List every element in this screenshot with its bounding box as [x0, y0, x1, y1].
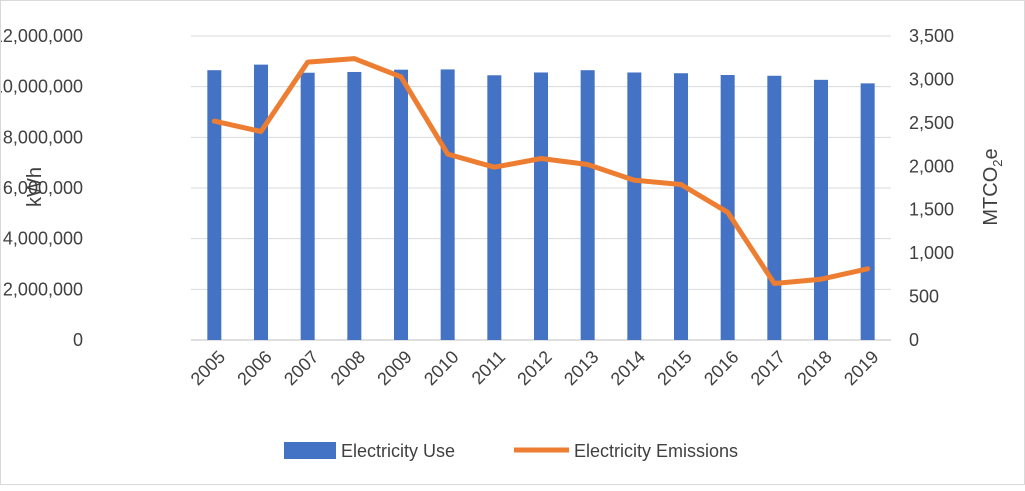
bar-electricity-use — [207, 70, 222, 340]
y-tick-label: 10,000,000 — [1, 77, 83, 97]
x-tick-label: 2014 — [607, 347, 649, 389]
x-tick-label: 2009 — [373, 347, 415, 389]
bar-electricity-use — [767, 75, 782, 341]
y2-axis-title: MTCO2e — [980, 148, 1005, 225]
bar-electricity-use — [860, 83, 875, 340]
bar-electricity-use — [534, 72, 548, 340]
bar-electricity-use — [487, 75, 502, 341]
bar-electricity-use — [347, 71, 362, 341]
x-tick-label: 2011 — [468, 347, 510, 389]
y2-tick-label: 2,000 — [909, 156, 954, 176]
x-tick-label: 2006 — [233, 347, 275, 389]
x-tick-label: 2010 — [420, 347, 462, 389]
x-tick-label: 2005 — [187, 347, 229, 389]
y2-tick-labels: 0 500 1,000 1,500 2,000 2,500 3,000 3,500 — [909, 26, 954, 350]
bar-electricity-use — [300, 72, 315, 340]
bar-electricity-use — [674, 73, 688, 341]
bar-electricity-use — [580, 70, 595, 340]
y-tick-label: 8,000,000 — [3, 127, 83, 147]
y2-tick-label: 1,500 — [909, 200, 954, 220]
y2-tick-label: 500 — [909, 287, 939, 307]
x-tick-labels: 2005 2006 2007 2008 2009 2010 2011 2012 2013 2014… — [187, 347, 883, 389]
y-tick-label: 6,000,000 — [3, 178, 83, 198]
x-tick-label: 2017 — [747, 347, 789, 389]
legend-label-electricity-emissions: Electricity Emissions — [574, 441, 738, 461]
bars — [207, 64, 875, 341]
bar-electricity-use — [814, 79, 828, 341]
y2-tick-label: 3,500 — [909, 26, 954, 46]
line-electricity-emissions — [211, 56, 871, 286]
legend-swatch-electricity-use — [284, 442, 336, 459]
y2-axis-title-main: MTCO — [980, 167, 1002, 226]
bar-electricity-use — [254, 64, 268, 341]
y-axis-title: kWh — [24, 167, 46, 207]
y2-tick-label: 0 — [909, 330, 919, 350]
emissions-line-group — [211, 56, 871, 286]
y-tick-label: 12,000,000 — [1, 26, 83, 46]
y-tick-label: 4,000,000 — [3, 229, 83, 249]
x-tick-label: 2018 — [793, 347, 835, 389]
bar-electricity-use — [440, 69, 455, 340]
y-tick-label: 2,000,000 — [3, 279, 83, 299]
x-tick-label: 2008 — [327, 347, 369, 389]
y2-tick-label: 3,000 — [909, 69, 954, 89]
bar-electricity-use — [394, 69, 408, 341]
x-tick-label: 2013 — [560, 347, 602, 389]
y-tick-labels: 0 2,000,000 4,000,000 6,000,000 8,000,000 10,… — [0, 26, 83, 350]
x-tick-label: 2007 — [280, 347, 322, 389]
bar-electricity-use — [627, 72, 642, 340]
x-tick-label: 2019 — [840, 347, 882, 389]
legend: Electricity Use Electricity Emissions — [284, 441, 738, 461]
legend-label-electricity-use: Electricity Use — [341, 441, 455, 461]
bar-electricity-use — [720, 75, 735, 340]
y2-tick-label: 1,000 — [909, 243, 954, 263]
x-tick-label: 2016 — [700, 347, 742, 389]
y-tick-label: 0 — [73, 330, 83, 350]
y2-axis-title-sub: 2 — [990, 160, 1005, 167]
x-tick-label: 2012 — [513, 347, 555, 389]
y2-axis-title-tail: e — [980, 148, 1002, 159]
x-tick-label: 2015 — [653, 347, 695, 389]
y2-tick-label: 2,500 — [909, 113, 954, 133]
